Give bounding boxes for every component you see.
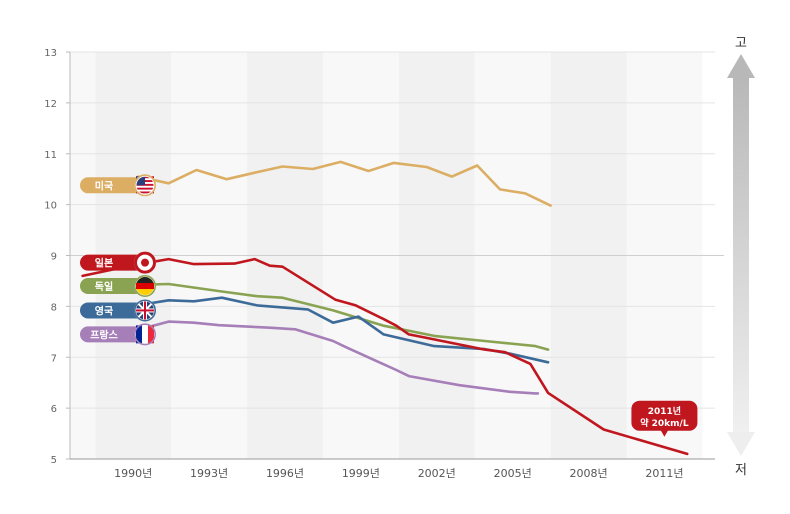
x-tick-label: 1990년 [114,467,152,480]
series-label: 일본 [95,257,113,270]
flag-red [148,325,154,344]
series-line [137,160,552,207]
series-pill: 프랑스 [80,323,157,346]
flag-outline [134,275,157,298]
callout-box [631,400,698,431]
pill-body [80,278,150,295]
legend-low-label: 저 [735,463,747,478]
pill-body [80,254,150,271]
flag-outline [134,299,157,322]
scale-legend: 고 저 [727,36,755,478]
y-tick-label: 6 [51,404,57,415]
y-tick-labels: 5 6 7 8 9 10 11 12 13 [44,48,57,466]
series-label: 독일 [95,280,113,293]
flag-sun [141,258,149,267]
series-pill: 미국 [80,174,157,197]
x-tick-label: 1993년 [190,467,228,480]
up-arrow-icon [727,54,755,78]
y-tick-label: 11 [44,150,57,161]
flag-outline [134,251,157,274]
flag-border [135,175,155,195]
series-pill: 영국 [80,299,157,322]
flag-red-cross [144,301,146,320]
series-label: 미국 [95,179,113,192]
flag-stripe [136,187,154,190]
y-tick-label: 8 [51,302,57,313]
x-tick-label: 2002년 [418,467,456,480]
callout-line2: 약 20km/L [640,417,689,429]
pill-body [80,177,150,194]
series-line [129,320,540,395]
x-tick-label: 1996년 [266,467,304,480]
x-tick-label: 2005년 [494,467,532,480]
flag-red [136,283,154,290]
series-line [81,257,689,456]
x-tick-labels: 1990년 1993년 1996년 1999년 2002년 2005년 2008년 2011년 [114,467,683,480]
series-pill: 일본 [80,251,157,274]
callout-pointer [660,429,669,437]
series-pill: 독일 [80,275,157,298]
callout-line1: 2011년 [648,405,681,417]
y-tick-label: 9 [51,252,57,263]
series-label: 프랑스 [90,329,118,341]
pill-body [80,302,150,319]
callout-2011: 2011년 약 20km/L [631,400,698,437]
flag-outline [134,323,157,346]
x-tick-label: 1999년 [342,467,380,480]
x-tick-label: 2008년 [569,467,607,480]
y-tick-label: 13 [44,48,57,59]
flag-canton [136,176,145,186]
pill-body [80,326,150,343]
x-tick-label: 2011년 [645,467,683,480]
flag-stripe [136,191,154,194]
flag-blue [136,325,142,344]
down-arrow-icon [727,432,755,456]
series-lines [81,160,689,456]
y-tick-label: 12 [44,99,57,110]
y-tick-label: 5 [51,455,57,466]
series-label: 영국 [95,304,113,317]
y-tick-label: 7 [51,353,57,364]
legend-high-label: 고 [735,36,747,51]
y-tick-label: 10 [44,201,57,212]
legend-arrow-bar [733,77,749,433]
flag-outline [134,174,157,197]
